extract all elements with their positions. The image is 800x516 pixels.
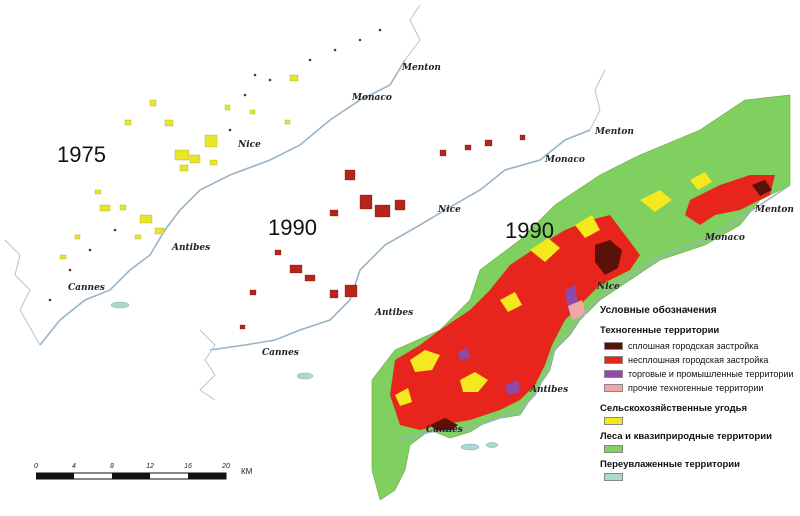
place-label: Antibes bbox=[375, 308, 414, 318]
legend-item-label: сплошная городская застройка bbox=[628, 341, 759, 351]
scale-tick-label: 16 bbox=[184, 463, 192, 470]
place-label: Menton bbox=[402, 63, 441, 73]
urban-sparse-east bbox=[685, 175, 775, 225]
coastline-1975 bbox=[39, 59, 406, 346]
legend-swatch bbox=[604, 445, 623, 453]
urban-dense-monaco bbox=[752, 180, 772, 196]
scale-bar: 0 4 8 12 16 20 КМ bbox=[34, 463, 266, 487]
legend-item-label: прочие техногенные территории bbox=[628, 383, 764, 393]
place-label: Menton bbox=[595, 127, 634, 137]
place-label: Nice bbox=[438, 205, 461, 215]
scale-tick-label: 0 bbox=[34, 463, 38, 470]
year-label-1990-landcover: 1990 bbox=[505, 218, 554, 243]
place-label: Cannes bbox=[426, 425, 463, 435]
place-label: Antibes bbox=[530, 385, 569, 395]
legend-title: Условные обозначения bbox=[600, 305, 717, 316]
outline-1990-a bbox=[199, 69, 606, 401]
map-1990-urban bbox=[199, 69, 606, 401]
legend-swatch bbox=[604, 417, 623, 425]
legend-swatch bbox=[604, 356, 623, 364]
map-1990-landcover bbox=[110, 94, 791, 501]
legend-item-label: несплошная городская застройка bbox=[628, 355, 769, 365]
map-legend: Условные обозначения Техногенные террито… bbox=[600, 305, 800, 487]
legend-heading-forest: Леса и квазиприродные территории bbox=[600, 431, 772, 442]
outline-1975 bbox=[4, 4, 421, 346]
legend-heading-wetland: Переувлаженные территории bbox=[600, 459, 740, 470]
place-label: Nice bbox=[597, 282, 620, 292]
year-label-1990-urban: 1990 bbox=[268, 215, 317, 240]
coastline-1990-a bbox=[209, 129, 591, 351]
year-label-1975: 1975 bbox=[57, 142, 106, 167]
dots-1975 bbox=[48, 28, 382, 302]
legend-swatch bbox=[604, 384, 623, 392]
legend-heading-agriculture: Сельскохозяйственные угодья bbox=[600, 403, 747, 414]
scale-tick-label: 12 bbox=[146, 463, 154, 470]
urban-sparse-area bbox=[390, 215, 640, 430]
patches-1990 bbox=[239, 134, 526, 330]
islands bbox=[110, 301, 499, 451]
coastline-1990-b bbox=[399, 184, 791, 441]
place-label: Monaco bbox=[545, 155, 585, 165]
scale-tick-label: 4 bbox=[72, 463, 76, 470]
legend-item-label: торговые и промышленные территории bbox=[628, 369, 794, 379]
legend-item: несплошная городская застройка bbox=[600, 353, 800, 367]
place-label: Monaco bbox=[352, 93, 392, 103]
scale-tick-label: 20 bbox=[222, 463, 230, 470]
industrial-patches bbox=[458, 285, 578, 395]
place-label: Monaco bbox=[705, 233, 745, 243]
patches-1975 bbox=[59, 74, 299, 260]
place-label: Cannes bbox=[68, 283, 105, 293]
legend-swatch bbox=[604, 342, 623, 350]
legend-item: торговые и промышленные территории bbox=[600, 367, 800, 381]
legend-item: сплошная городская застройка bbox=[600, 339, 800, 353]
place-label: Cannes bbox=[262, 348, 299, 358]
scale-unit: КМ bbox=[241, 467, 253, 476]
place-label: Nice bbox=[238, 140, 261, 150]
map-1975 bbox=[4, 4, 421, 346]
place-label: Menton bbox=[755, 205, 794, 215]
agri-patches bbox=[395, 172, 712, 406]
urban-dense-cannes bbox=[430, 418, 458, 432]
scale-tick-label: 8 bbox=[110, 463, 114, 470]
urban-dense-nice bbox=[595, 240, 622, 275]
place-label: Antibes bbox=[172, 243, 211, 253]
legend-heading-technogenic: Техногенные территории bbox=[600, 325, 720, 336]
legend-swatch bbox=[604, 473, 623, 481]
legend-swatch bbox=[604, 370, 623, 378]
scale-bar-graphic bbox=[36, 472, 227, 480]
legend-item: прочие техногенные территории bbox=[600, 381, 800, 395]
